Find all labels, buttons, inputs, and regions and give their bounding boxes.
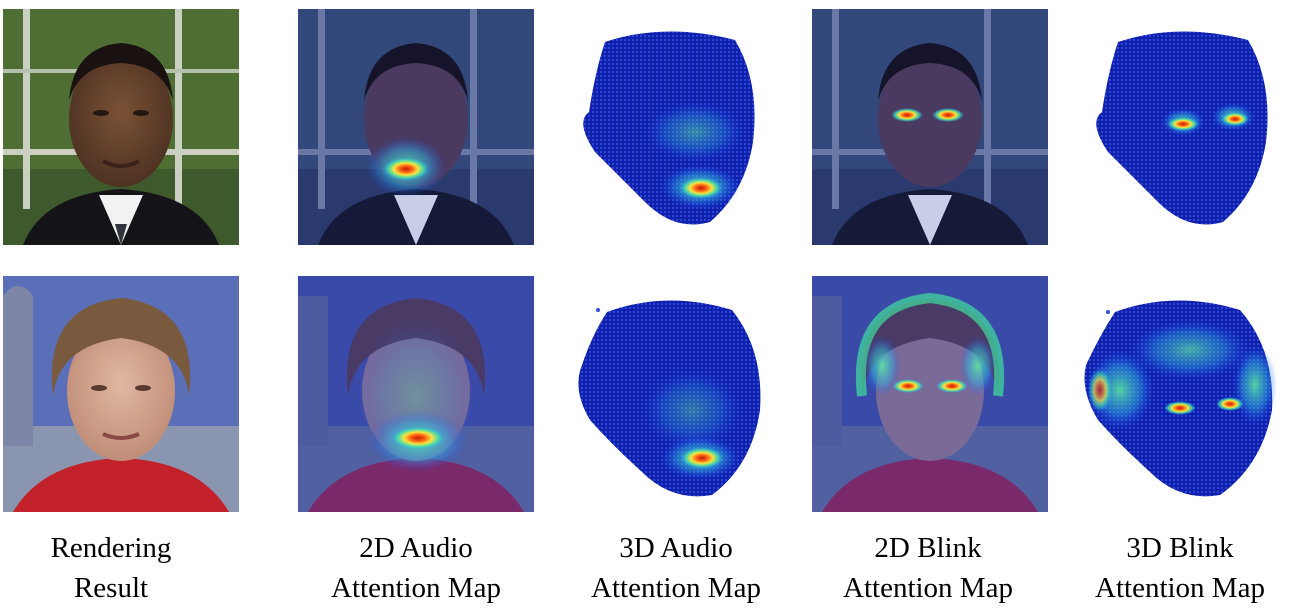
2d-blink-attention-woman [812, 276, 1048, 512]
caption-line: Rendering [50, 532, 172, 564]
caption-line: 3D Blink [1126, 532, 1234, 564]
caption-line: Attention Map [591, 572, 761, 604]
caption-2d-blink: 2D Blink Attention Map [818, 528, 1038, 608]
caption-line: Attention Map [331, 572, 501, 604]
caption-3d-blink: 3D Blink Attention Map [1070, 528, 1290, 608]
caption-line: 2D Audio [359, 532, 473, 564]
3d-blink-attention-woman [1080, 290, 1280, 500]
caption-line: Attention Map [1095, 572, 1265, 604]
caption-3d-audio: 3D Audio Attention Map [566, 528, 786, 608]
2d-blink-attention-man [812, 9, 1048, 245]
caption-rendering-result: Rendering Result [11, 528, 211, 608]
3d-audio-attention-man [575, 22, 775, 232]
caption-2d-audio: 2D Audio Attention Map [306, 528, 526, 608]
caption-line: 2D Blink [874, 532, 982, 564]
3d-audio-attention-woman [572, 290, 772, 500]
caption-line: Attention Map [843, 572, 1013, 604]
3d-blink-attention-man [1088, 22, 1288, 232]
2d-audio-attention-man [298, 9, 534, 245]
rendering-result-man [3, 9, 239, 245]
rendering-result-woman [3, 276, 239, 512]
caption-line: Result [73, 572, 149, 604]
2d-audio-attention-woman [298, 276, 534, 512]
caption-line: 3D Audio [619, 532, 733, 564]
